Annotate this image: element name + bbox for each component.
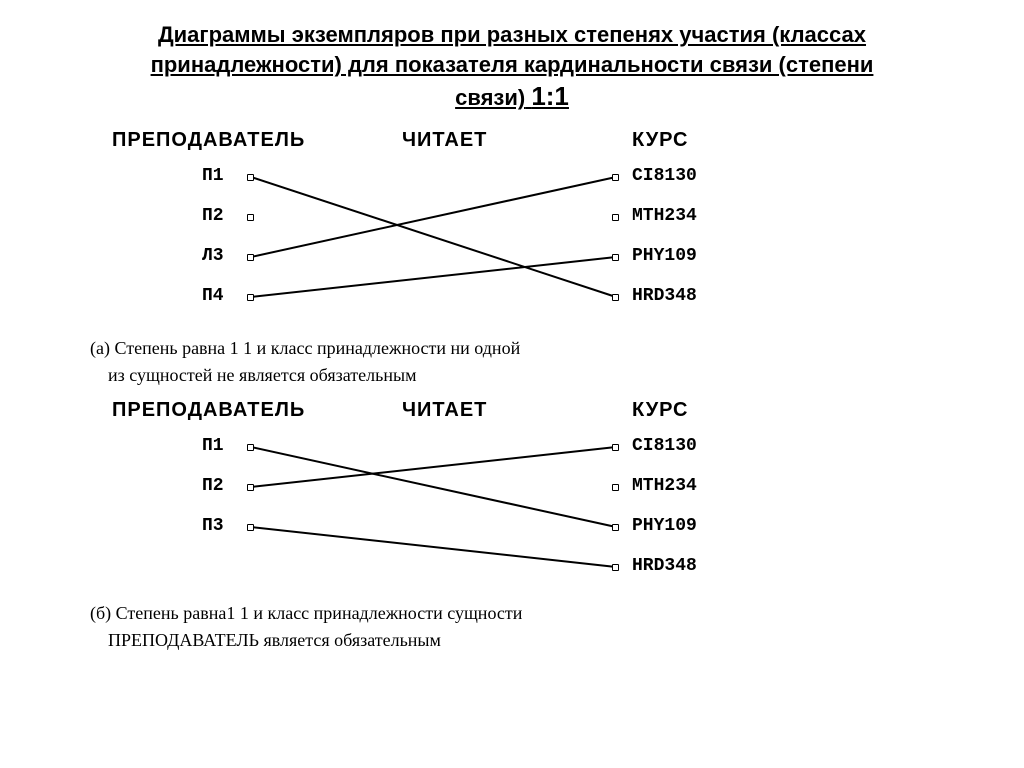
node-dot	[612, 254, 619, 261]
right-node-label: CI8130	[632, 436, 697, 456]
right-node-label: CI8130	[632, 166, 697, 186]
diagram-a: ПРЕПОДАВАТЕЛЬ ЧИТАЕТ КУРС П1 П2 Л3 П4 CI8130…	[72, 129, 952, 329]
node-dot	[612, 524, 619, 531]
caption-b-line1: (б) Степень равна1 1 и класс принадлежно…	[90, 603, 522, 623]
diagram-b: ПРЕПОДАВАТЕЛЬ ЧИТАЕТ КУРС П1 П2 П3 CI8130 MT…	[72, 399, 952, 594]
node-dot	[247, 214, 254, 221]
caption-a-line2: из сущностей не является обязательным	[108, 365, 416, 385]
node-dot	[612, 174, 619, 181]
node-dot	[612, 564, 619, 571]
left-node-label: П2	[202, 476, 224, 496]
node-dot	[612, 294, 619, 301]
node-dot	[247, 524, 254, 531]
right-node-label: HRD348	[632, 556, 697, 576]
right-node-label: MTH234	[632, 476, 697, 496]
plot-b: П1 П2 П3 CI8130 MTH234 PHY109 HRD348	[72, 429, 952, 594]
left-node-label: П1	[202, 436, 224, 456]
right-node-label: MTH234	[632, 206, 697, 226]
node-dot	[247, 174, 254, 181]
node-dot	[247, 254, 254, 261]
caption-b: (б) Степень равна1 1 и класс принадлежно…	[0, 600, 1024, 654]
right-node-label: HRD348	[632, 286, 697, 306]
page-title: Диаграммы экземпляров при разных степеня…	[0, 0, 1024, 119]
caption-b-line2: ПРЕПОДАВАТЕЛЬ является обязательным	[108, 630, 441, 650]
header-right: КУРС	[632, 129, 688, 152]
node-dot	[612, 214, 619, 221]
node-dot	[612, 484, 619, 491]
caption-a-line1: (а) Степень равна 1 1 и класс принадлежн…	[90, 338, 520, 358]
node-dot	[247, 484, 254, 491]
title-line2: принадлежности) для показателя кардиналь…	[151, 52, 874, 77]
header-mid: ЧИТАЕТ	[402, 399, 487, 422]
header-row-b: ПРЕПОДАВАТЕЛЬ ЧИТАЕТ КУРС	[72, 399, 952, 429]
left-node-label: П4	[202, 286, 224, 306]
left-node-label: Л3	[202, 246, 224, 266]
caption-a: (а) Степень равна 1 1 и класс принадлежн…	[0, 335, 1024, 389]
header-right: КУРС	[632, 399, 688, 422]
title-ratio: 1:1	[531, 81, 569, 111]
node-dot	[612, 444, 619, 451]
header-left: ПРЕПОДАВАТЕЛЬ	[112, 129, 305, 152]
left-node-label: П2	[202, 206, 224, 226]
header-row-a: ПРЕПОДАВАТЕЛЬ ЧИТАЕТ КУРС	[72, 129, 952, 159]
node-dot	[247, 294, 254, 301]
title-line3: связи)	[455, 85, 525, 110]
left-node-label: П1	[202, 166, 224, 186]
plot-a: П1 П2 Л3 П4 CI8130 MTH234 PHY109 HRD348	[72, 159, 952, 329]
header-left: ПРЕПОДАВАТЕЛЬ	[112, 399, 305, 422]
left-node-label: П3	[202, 516, 224, 536]
title-line1: Диаграммы экземпляров при разных степеня…	[158, 22, 866, 47]
right-node-label: PHY109	[632, 246, 697, 266]
header-mid: ЧИТАЕТ	[402, 129, 487, 152]
node-dot	[247, 444, 254, 451]
right-node-label: PHY109	[632, 516, 697, 536]
